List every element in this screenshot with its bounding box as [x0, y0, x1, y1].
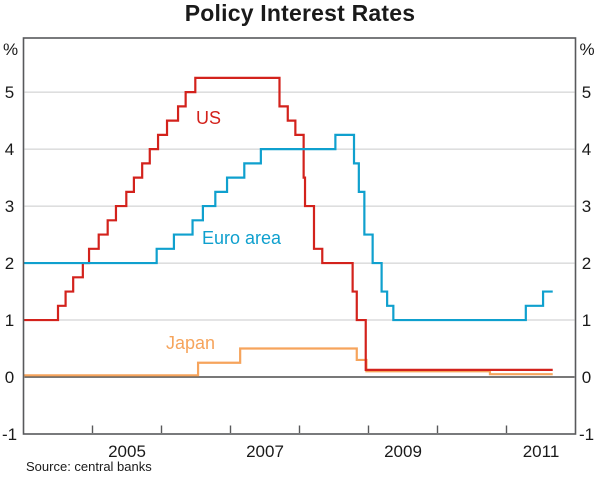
y-tick-label-left: 0 [5, 368, 14, 387]
x-tick-label: 2009 [384, 442, 422, 461]
x-tick-label: 2007 [246, 442, 284, 461]
series-label-japan: Japan [166, 333, 216, 353]
y-tick-label-right: -1 [579, 425, 594, 444]
series-label-euro-area: Euro area [202, 228, 282, 248]
y-axis-unit-right: % [579, 40, 595, 59]
y-tick-label-left: 3 [5, 197, 14, 216]
y-tick-label-left: 5 [5, 83, 14, 102]
y-tick-label-right: 0 [582, 368, 591, 387]
y-tick-label-right: 5 [582, 83, 591, 102]
y-tick-label-left: 2 [5, 254, 14, 273]
y-tick-label-right: 1 [582, 311, 591, 330]
y-tick-label-left: 1 [5, 311, 14, 330]
chart-title: Policy Interest Rates [184, 0, 416, 26]
series-line-us [23, 76, 553, 371]
x-tick-label: 2011 [523, 442, 560, 461]
y-tick-label-right: 4 [582, 140, 591, 159]
plot-border [22, 37, 577, 435]
y-tick-label-right: 3 [582, 197, 591, 216]
y-tick-label-left: 4 [5, 140, 14, 159]
series-line-euro-area [23, 133, 553, 322]
x-tick-label: 2005 [108, 442, 146, 461]
y-axis-unit-left: % [2, 40, 19, 59]
source-note: Source: central banks [26, 459, 152, 474]
y-tick-label-right: 2 [582, 254, 591, 273]
series-line-japan [23, 347, 553, 377]
y-tick-label-left: -1 [2, 425, 17, 444]
series-label-us: US [196, 108, 222, 128]
